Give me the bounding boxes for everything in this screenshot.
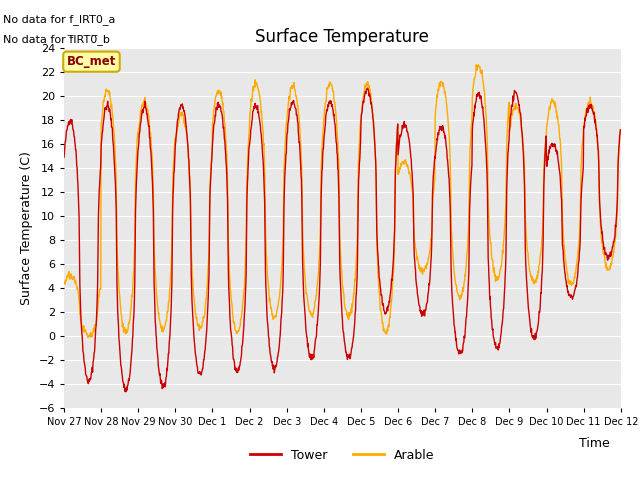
Tower — [60, 155, 68, 160]
Arable — [60, 281, 68, 287]
Arable — [184, 145, 192, 151]
Text: No data for f̅IRT0̅_b: No data for f̅IRT0̅_b — [3, 34, 110, 45]
Arable — [551, 104, 559, 110]
Tower — [616, 127, 624, 132]
Tower — [184, 147, 192, 153]
Title: Surface Temperature: Surface Temperature — [255, 28, 429, 47]
Line: Tower: Tower — [64, 88, 620, 392]
Tower — [246, 134, 254, 140]
Arable — [429, 194, 436, 200]
Legend: Tower, Arable: Tower, Arable — [245, 444, 440, 467]
Arable — [246, 109, 254, 115]
Text: BC_met: BC_met — [67, 55, 116, 68]
Y-axis label: Surface Temperature (C): Surface Temperature (C) — [20, 151, 33, 305]
Arable — [616, 127, 624, 133]
X-axis label: Time: Time — [579, 437, 610, 450]
Arable — [502, 194, 510, 200]
Arable — [171, 144, 179, 149]
Arable — [84, 335, 92, 340]
Line: Arable: Arable — [64, 65, 620, 337]
Text: No data for f_IRT0_a: No data for f_IRT0_a — [3, 14, 116, 25]
Tower — [171, 158, 179, 164]
Tower — [551, 142, 559, 148]
Tower — [364, 85, 371, 91]
Tower — [122, 389, 130, 395]
Tower — [429, 174, 437, 180]
Tower — [502, 251, 510, 257]
Arable — [472, 62, 480, 68]
